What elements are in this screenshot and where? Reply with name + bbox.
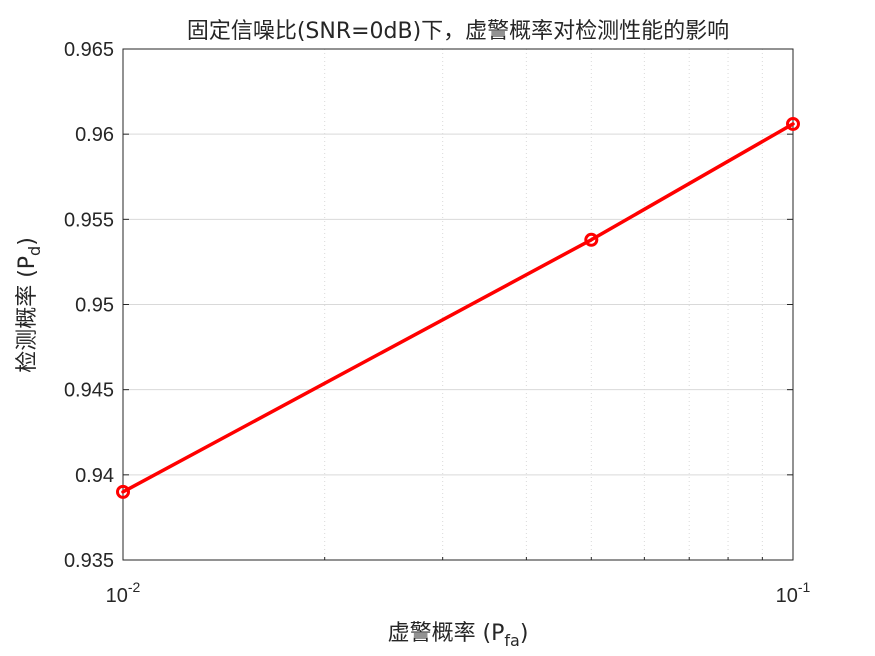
y-tick-label: 0.94 xyxy=(75,465,114,487)
data-point-marker xyxy=(116,484,130,499)
chart-title: 固定信噪比(SNR=0dB)下，虚警概率对检测性能的影响 xyxy=(187,19,729,44)
data-point-marker xyxy=(584,232,599,247)
y-tick-label: 0.96 xyxy=(75,124,114,146)
y-tick-label: 0.95 xyxy=(75,295,114,317)
data-point-marker xyxy=(786,116,800,131)
y-tick-label: 0.955 xyxy=(64,209,114,231)
series-line xyxy=(121,122,795,494)
y-tick-label: 0.935 xyxy=(64,550,114,572)
y-axis-label: 检测概率 (Pd) xyxy=(15,237,44,373)
tick-layer: 0.935 0.94 0.945 0.95 0.955 0.96 0.965 10-2 10-1 xyxy=(64,39,811,607)
series-layer xyxy=(116,116,800,499)
x-tick-label: 10-2 xyxy=(106,579,141,607)
x-tick-label: 10-1 xyxy=(776,579,811,607)
y-tick-label: 0.965 xyxy=(64,39,114,61)
y-tick-label: 0.945 xyxy=(64,380,114,402)
x-axis-label: 虚警概率 (Pfa) xyxy=(388,621,529,650)
